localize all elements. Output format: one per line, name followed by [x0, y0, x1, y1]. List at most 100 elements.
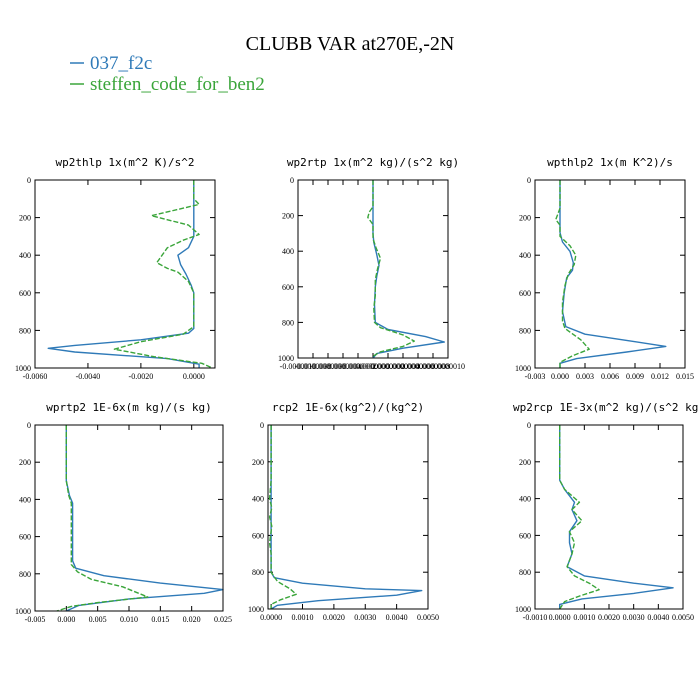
y-tick-label: 800 [19, 570, 31, 579]
x-tick-label: -0.0000004 [325, 362, 362, 371]
y-tick-label: 0 [260, 421, 264, 430]
y-tick-label: 400 [519, 495, 531, 504]
x-tick-label: 0.0020 [598, 613, 620, 622]
x-tick-label: 0.005 [89, 615, 107, 624]
x-tick-label: 0.025 [214, 615, 232, 624]
plot-frame [534, 179, 686, 369]
x-tick-label: 0.0010 [573, 613, 595, 622]
x-tick-label: -0.005 [25, 615, 46, 624]
panel-title: wp2rcp 1E-3x(m^2 kg)/(s^2 kg) [513, 401, 700, 414]
x-tick-label: 0.0010 [292, 613, 314, 622]
y-tick-label: 1000 [15, 364, 31, 373]
x-tick-label: 0.012 [651, 372, 669, 381]
x-tick-label: 0.0000004 [386, 362, 420, 371]
series-line-steffen_code_for_ben2 [113, 180, 213, 369]
x-tick-label: 0.0000002 [371, 362, 405, 371]
x-tick-label: 0.010 [120, 615, 138, 624]
y-tick-label: 600 [519, 531, 531, 540]
series-line-steffen_code_for_ben2 [367, 180, 415, 358]
x-tick-label: -0.0000006 [310, 362, 347, 371]
x-tick-label: 0.0000000 [356, 362, 390, 371]
y-tick-label: 1000 [15, 607, 31, 616]
x-tick-label: 0.020 [183, 615, 201, 624]
x-tick-label: 0.015 [151, 615, 169, 624]
y-tick-label: 800 [519, 568, 531, 577]
panel-title: rcp2 1E-6x(kg^2)/(kg^2) [272, 401, 424, 414]
x-tick-label: -0.0020 [129, 372, 154, 381]
series-line-steffen_code_for_ben2 [555, 180, 590, 368]
x-tick-label: 0.0000006 [401, 362, 435, 371]
y-tick-label: 200 [19, 214, 31, 223]
x-tick-label: 0.0000 [549, 613, 571, 622]
y-tick-label: 800 [519, 326, 531, 335]
panel-title: wp2rtp 1x(m^2 kg)/(s^2 kg) [287, 156, 459, 169]
x-tick-label: 0.000 [551, 372, 569, 381]
series-line-steffen_code_for_ben2 [268, 425, 297, 609]
x-tick-label: 0.0040 [386, 613, 408, 622]
y-tick-label: 800 [252, 568, 264, 577]
panel-1: wp2thlp 1x(m^2 K)/s^202004006008001000-0… [15, 156, 216, 381]
x-tick-label: 0.0000 [260, 613, 282, 622]
y-tick-label: 600 [519, 289, 531, 298]
legend-label-steffen_code_for_ben2: steffen_code_for_ben2 [90, 74, 265, 95]
series-line-037_f2c [270, 425, 423, 610]
x-tick-label: 0.0020 [323, 613, 345, 622]
x-tick-label: -0.0060 [23, 372, 48, 381]
y-tick-label: 400 [519, 251, 531, 260]
y-tick-label: 400 [19, 251, 31, 260]
panels: wp2thlp 1x(m^2 K)/s^202004006008001000-0… [15, 156, 700, 624]
y-tick-label: 0 [527, 176, 531, 185]
y-tick-label: 200 [282, 212, 294, 221]
x-tick-label: -0.003 [525, 372, 546, 381]
y-tick-label: 800 [19, 326, 31, 335]
x-tick-label: 0.0030 [623, 613, 645, 622]
y-tick-label: 0 [27, 421, 31, 430]
panel-3: wpthlp2 1x(m K^2)/s 0 200 400 600 800 1000-0.0… [515, 156, 694, 381]
y-tick-label: 800 [282, 318, 294, 327]
y-tick-label: 0 [527, 421, 531, 430]
x-tick-label: 0.0000 [183, 372, 205, 381]
x-tick-label: 0.0050 [417, 613, 439, 622]
y-tick-label: 600 [252, 531, 264, 540]
y-tick-label: 200 [19, 458, 31, 467]
panel-6: wp2rcp 1E-3x(m^2 kg)/(s^2 kg) 0 200 400 600 8… [513, 401, 700, 622]
y-tick-label: 200 [519, 214, 531, 223]
series-line-steffen_code_for_ben2 [56, 425, 149, 612]
y-tick-label: 0 [27, 176, 31, 185]
panel-5: rcp2 1E-6x(kg^2)/(kg^2) 0 200 400 600 800 1000… [248, 401, 439, 622]
panel-title: wp2thlp 1x(m^2 K)/s^2 [55, 156, 194, 169]
y-tick-label: 1000 [248, 605, 264, 614]
x-tick-label: -0.0000008 [295, 362, 332, 371]
panel-title: wpthlp2 1x(m K^2)/s [547, 156, 673, 169]
y-tick-label: 400 [282, 247, 294, 256]
legend: 037_f2c steffen_code_for_ben2 [70, 53, 265, 95]
y-tick-label: 1000 [515, 364, 531, 373]
plot-frame [534, 424, 684, 610]
x-tick-label: 0.015 [676, 372, 694, 381]
panel-2: wp2rtp 1x(m^2 kg)/(s^2 kg) 0 200 400 600 800 1… [278, 156, 465, 371]
y-tick-label: 400 [19, 495, 31, 504]
x-tick-label: -0.0000010 [280, 362, 317, 371]
x-tick-label: 0.0050 [672, 613, 694, 622]
series-line-037_f2c [47, 180, 200, 368]
panel-title: wprtp2 1E-6x(m kg)/(s kg) [46, 401, 212, 414]
y-tick-label: 600 [282, 283, 294, 292]
legend-label-037_f2c: 037_f2c [90, 53, 152, 74]
x-tick-label: 0.0000010 [431, 362, 465, 371]
x-tick-label: 0.009 [626, 372, 644, 381]
x-tick-label: -0.0000002 [340, 362, 377, 371]
y-tick-label: 1000 [278, 354, 294, 363]
x-tick-label: 0.000 [57, 615, 75, 624]
plot-frame [297, 179, 449, 359]
y-tick-label: 600 [19, 289, 31, 298]
x-tick-label: 0.006 [601, 372, 619, 381]
y-tick-label: 200 [252, 458, 264, 467]
y-tick-label: 1000 [515, 605, 531, 614]
x-tick-label: 0.003 [576, 372, 594, 381]
x-tick-label: -0.0040 [76, 372, 101, 381]
figure-title: CLUBB VAR at270E,-2N [246, 33, 455, 55]
x-tick-label: 0.0000008 [416, 362, 450, 371]
x-tick-label: 0.0040 [647, 613, 669, 622]
